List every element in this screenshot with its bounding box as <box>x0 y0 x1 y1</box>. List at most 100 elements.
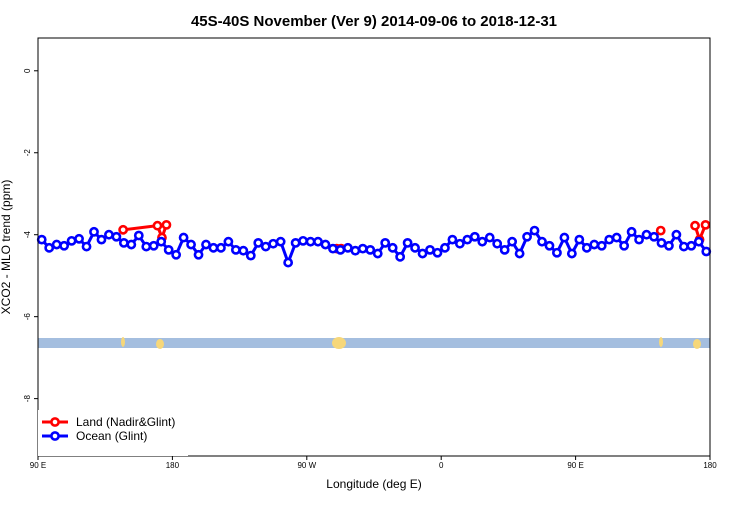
data-point <box>432 247 443 258</box>
y-tick-label: -4 <box>23 231 32 239</box>
data-point <box>537 236 547 247</box>
data-point <box>574 234 585 245</box>
x-tick-label: 90 E <box>567 461 583 470</box>
data-point <box>655 225 666 236</box>
data-point <box>619 240 630 251</box>
data-point <box>96 234 107 245</box>
data-point <box>604 234 615 245</box>
data-point <box>372 248 383 259</box>
data-point <box>133 230 144 241</box>
land-blob <box>332 337 346 349</box>
data-point <box>104 229 114 240</box>
data-point <box>589 239 600 250</box>
data-point <box>380 238 391 248</box>
data-point <box>201 239 211 250</box>
y-tick-label: -6 <box>23 313 32 321</box>
data-point <box>328 243 338 254</box>
land-blob <box>659 337 663 347</box>
data-point <box>357 243 368 254</box>
y-axis-label: XCO2 - MLO trend (ppm) <box>0 180 13 315</box>
plot-area <box>36 219 712 268</box>
data-point <box>148 240 159 251</box>
data-point <box>152 220 163 231</box>
data-point <box>44 242 55 253</box>
data-point <box>365 244 376 255</box>
data-point <box>260 241 271 252</box>
data-point <box>208 242 219 253</box>
data-point <box>298 235 308 246</box>
data-point <box>305 236 316 247</box>
data-point <box>193 249 204 260</box>
data-point <box>656 238 667 248</box>
data-point <box>74 233 84 244</box>
data-point <box>693 236 704 247</box>
legend-marker <box>50 431 60 441</box>
y-tick-label: -8 <box>23 395 32 403</box>
data-point <box>81 241 92 252</box>
data-point <box>552 247 562 258</box>
data-point <box>141 241 152 252</box>
data-point <box>664 240 674 251</box>
data-point <box>163 244 174 255</box>
data-point <box>477 236 488 247</box>
data-point <box>671 229 682 240</box>
data-point <box>611 232 622 243</box>
data-point <box>492 238 503 249</box>
legend <box>38 410 188 456</box>
data-point <box>275 236 286 247</box>
data-point <box>484 232 495 243</box>
data-point <box>462 234 473 245</box>
legend-marker <box>50 417 60 427</box>
data-point <box>111 231 122 242</box>
land-blob <box>156 339 164 349</box>
data-point <box>268 238 279 249</box>
data-point <box>596 240 607 251</box>
x-tick-label: 180 <box>703 461 717 470</box>
ocean-strip <box>38 338 710 348</box>
data-point <box>156 236 167 247</box>
x-tick-label: 0 <box>439 461 444 470</box>
data-point <box>678 241 689 252</box>
data-point <box>566 248 577 259</box>
data-point <box>626 226 637 237</box>
data-point <box>514 248 525 259</box>
data-point <box>581 242 592 253</box>
data-point <box>118 238 129 248</box>
data-point <box>230 244 241 255</box>
data-point <box>283 257 294 268</box>
data-point <box>320 239 331 250</box>
data-point <box>395 251 406 262</box>
data-point <box>238 245 249 256</box>
data-point <box>469 231 480 242</box>
data-point <box>245 250 256 261</box>
data-point <box>178 232 189 243</box>
data-point <box>425 244 435 255</box>
data-point <box>690 220 700 231</box>
y-tick-label: 0 <box>23 68 32 73</box>
legend-label: Land (Nadir&Glint) <box>76 415 175 429</box>
land-blob <box>693 339 701 349</box>
data-point <box>313 236 323 247</box>
data-point <box>544 240 555 251</box>
data-point <box>59 240 70 251</box>
data-point <box>440 242 450 253</box>
data-point <box>36 234 47 245</box>
data-point <box>499 244 510 255</box>
data-point <box>701 246 712 257</box>
x-tick-label: 180 <box>166 461 180 470</box>
data-point <box>634 234 644 245</box>
y-tick-label: -2 <box>23 149 32 157</box>
x-tick-label: 90 E <box>30 461 46 470</box>
land-blob <box>121 337 125 347</box>
data-point <box>89 226 99 237</box>
data-point <box>66 235 77 246</box>
data-point <box>417 248 428 259</box>
data-point <box>216 242 226 253</box>
data-point <box>559 232 570 243</box>
data-point <box>522 231 532 242</box>
data-point <box>641 229 652 240</box>
data-point <box>447 234 458 245</box>
data-point <box>161 219 172 230</box>
data-point <box>350 245 361 256</box>
